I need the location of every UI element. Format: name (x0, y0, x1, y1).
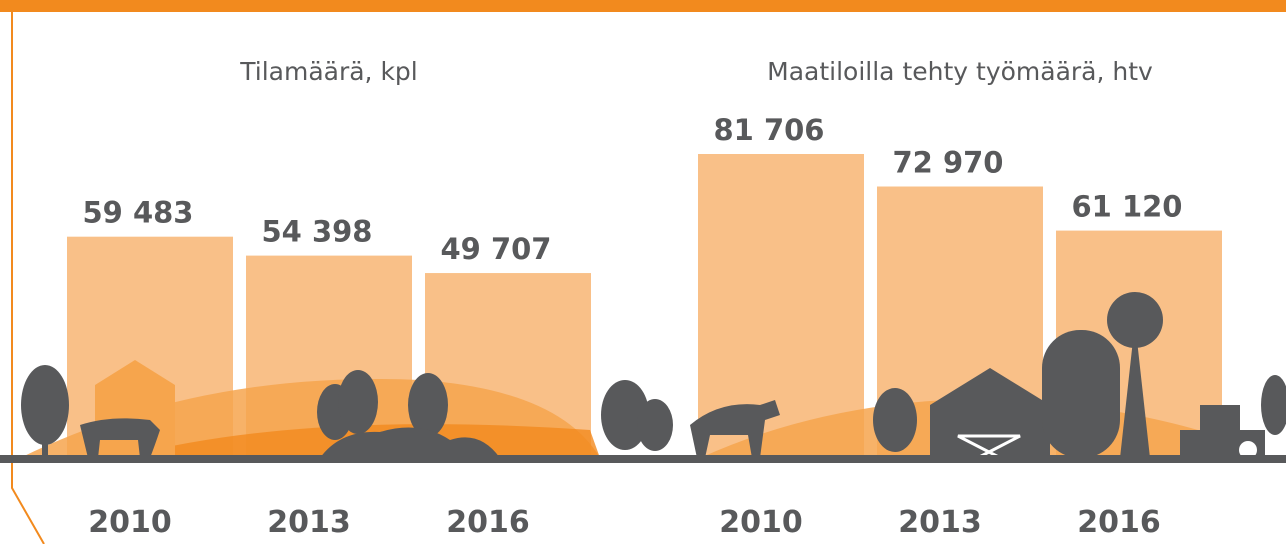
tree (338, 370, 378, 434)
infographic: Tilamäärä, kpl 59 483 2010 54 398 2013 49 707… (0, 0, 1286, 544)
top-band (0, 0, 1286, 12)
value-label: 59 483 (83, 196, 194, 230)
value-label: 54 398 (262, 215, 373, 249)
year-label: 2010 (719, 505, 803, 540)
chart-title: Tilamäärä, kpl (239, 57, 418, 86)
value-label: 49 707 (441, 232, 552, 266)
tree (408, 373, 448, 437)
windmill (1107, 292, 1163, 348)
year-label: 2013 (267, 505, 351, 540)
tree (637, 399, 673, 451)
tree (1261, 375, 1286, 435)
tree (873, 388, 917, 452)
silo (1042, 330, 1120, 458)
year-label: 2016 (446, 505, 530, 540)
year-label: 2016 (1077, 505, 1161, 540)
chart-title: Maatiloilla tehty työmäärä, htv (767, 57, 1153, 86)
value-label: 72 970 (893, 146, 1004, 180)
value-label: 81 706 (714, 113, 825, 147)
year-label: 2013 (898, 505, 982, 540)
ground (0, 455, 1286, 463)
year-label: 2010 (88, 505, 172, 540)
value-label: 61 120 (1072, 190, 1183, 224)
left-border (12, 12, 44, 544)
